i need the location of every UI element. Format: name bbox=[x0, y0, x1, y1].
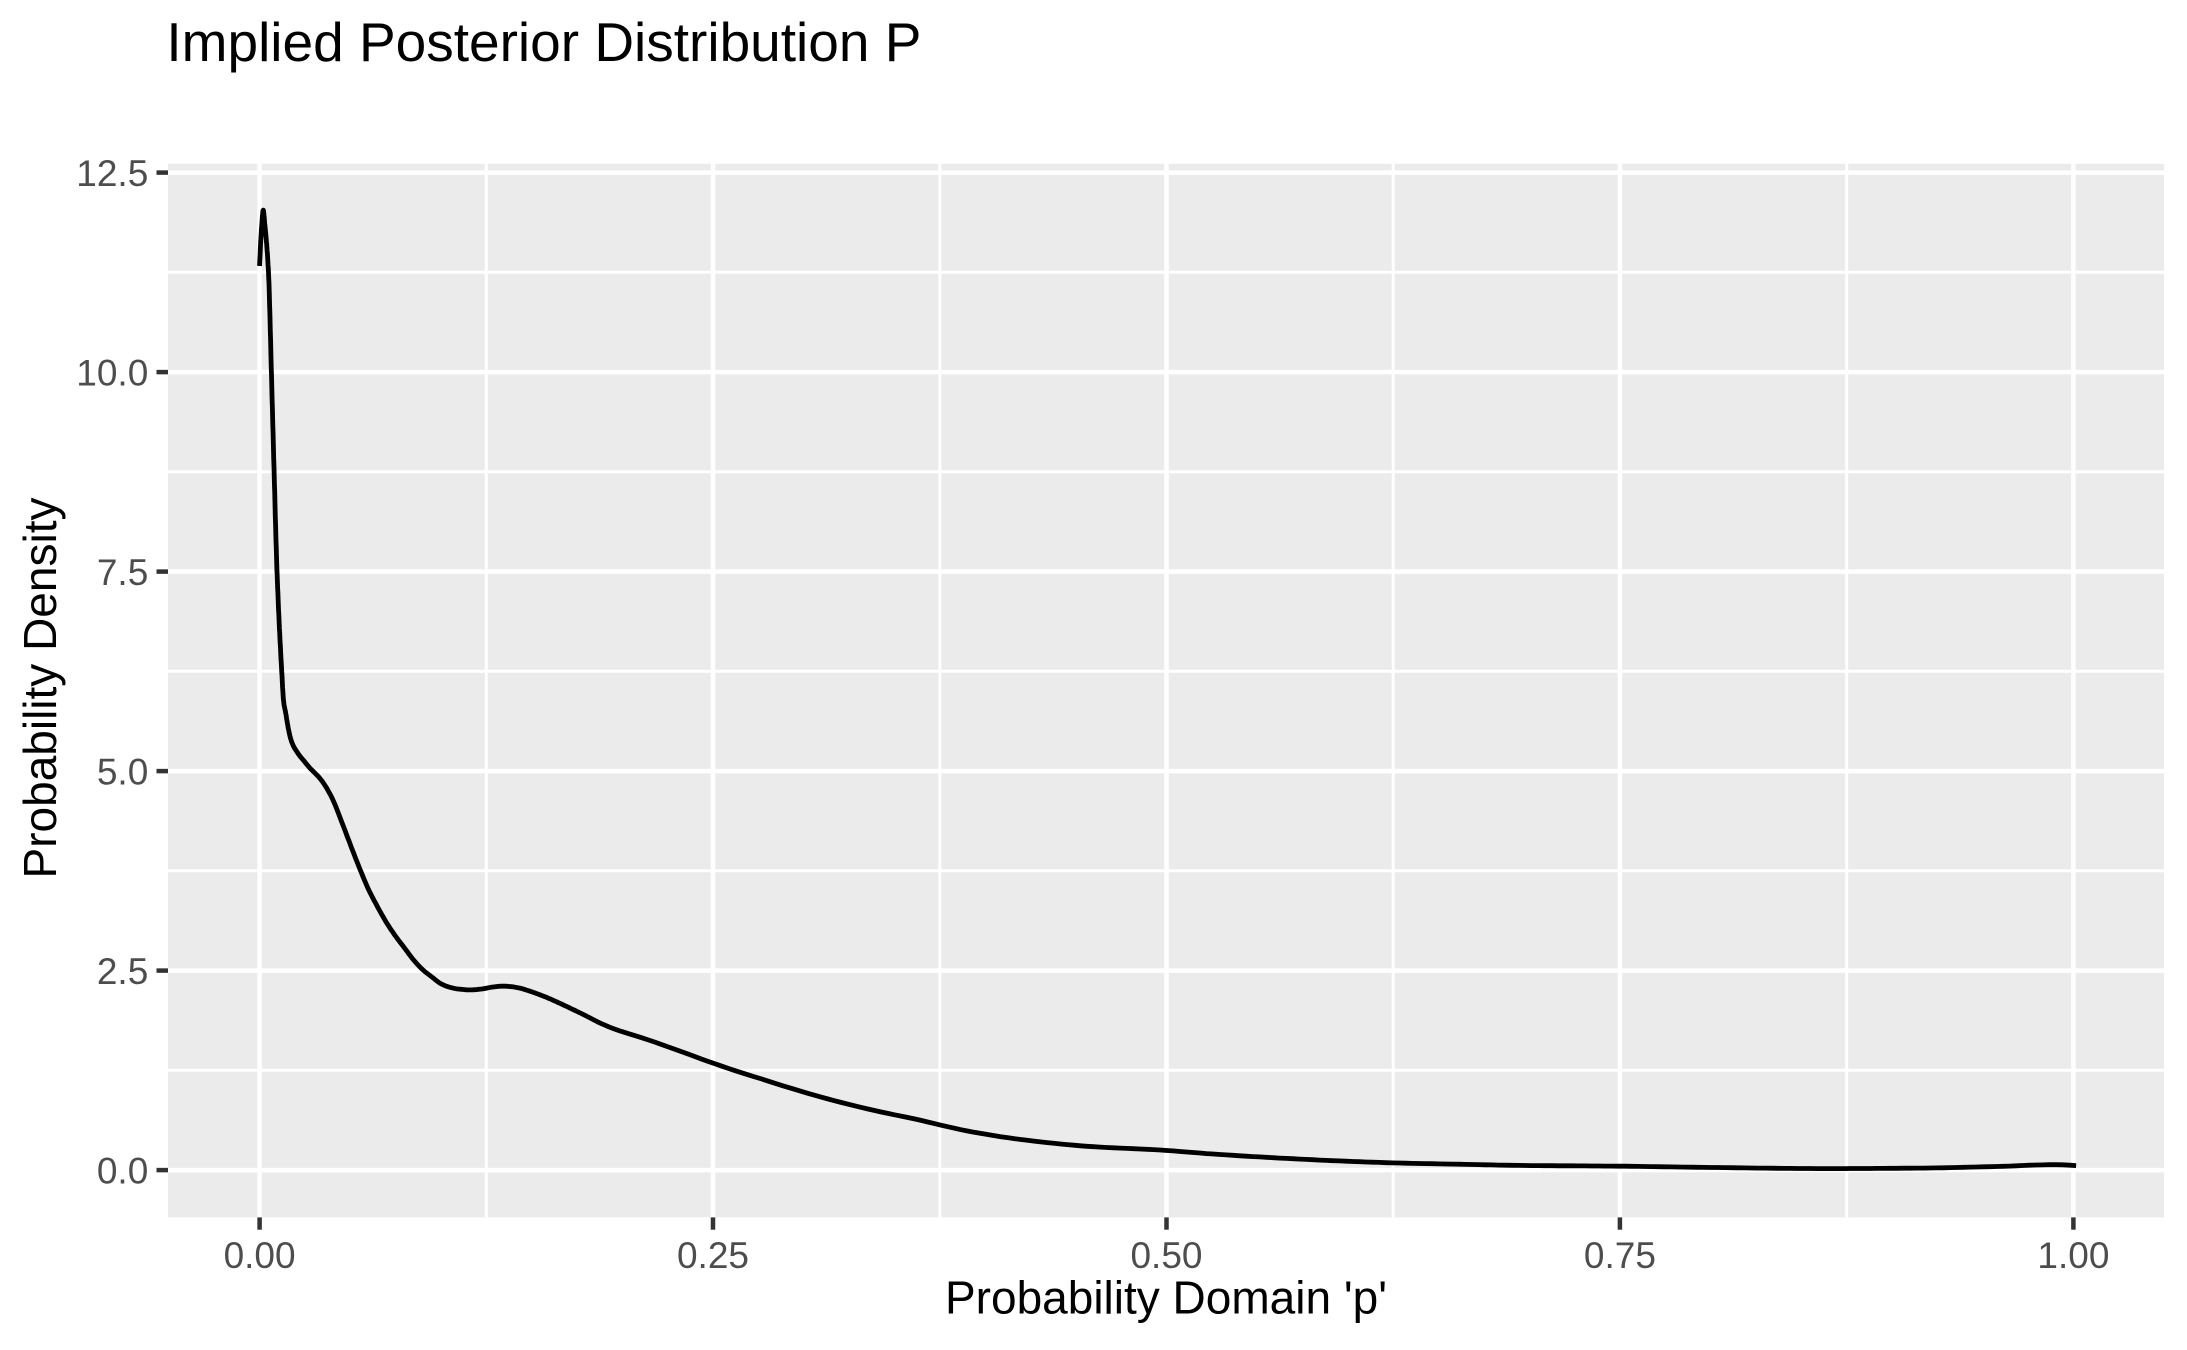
svg-text:5.0: 5.0 bbox=[97, 751, 148, 792]
svg-text:Implied Posterior Distribution: Implied Posterior Distribution P bbox=[166, 11, 921, 73]
svg-text:0.75: 0.75 bbox=[1584, 1235, 1656, 1276]
svg-text:7.5: 7.5 bbox=[97, 552, 148, 593]
svg-text:10.0: 10.0 bbox=[76, 352, 148, 393]
svg-text:12.5: 12.5 bbox=[76, 153, 148, 194]
svg-text:0.00: 0.00 bbox=[224, 1235, 296, 1276]
svg-text:0.25: 0.25 bbox=[677, 1235, 749, 1276]
svg-text:Probability Domain 'p': Probability Domain 'p' bbox=[945, 1272, 1387, 1324]
svg-text:2.5: 2.5 bbox=[97, 951, 148, 992]
svg-text:1.00: 1.00 bbox=[2037, 1235, 2109, 1276]
svg-text:0.50: 0.50 bbox=[1130, 1235, 1202, 1276]
svg-text:0.0: 0.0 bbox=[97, 1150, 148, 1191]
svg-text:Probability Density: Probability Density bbox=[14, 498, 66, 879]
